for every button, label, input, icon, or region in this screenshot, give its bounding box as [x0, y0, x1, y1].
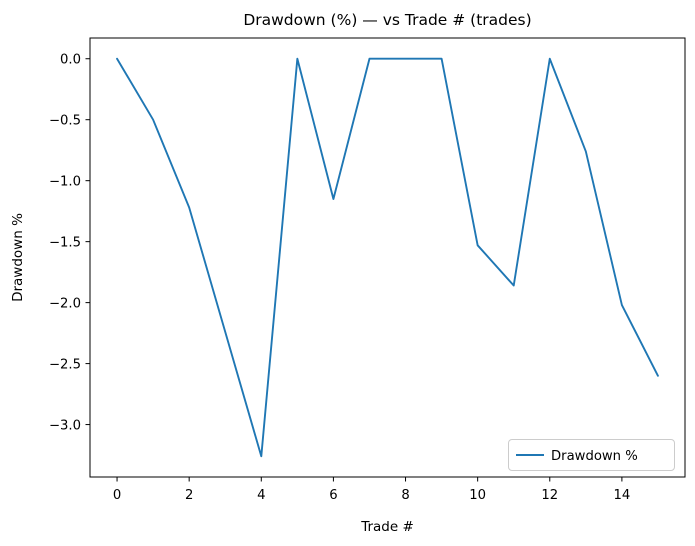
x-tick-label: 12: [541, 488, 558, 503]
legend-label: Drawdown %: [551, 449, 638, 464]
x-tick-label: 2: [185, 488, 193, 503]
x-tick-label: 4: [257, 488, 265, 503]
x-axis-label: Trade #: [360, 519, 414, 535]
legend: Drawdown %: [508, 439, 675, 471]
x-tick-label: 14: [614, 488, 631, 503]
x-tick-label: 6: [329, 488, 337, 503]
y-tick-label: 0.0: [60, 52, 81, 67]
y-axis-label: Drawdown %: [10, 213, 26, 302]
y-tick-label: −3.0: [49, 418, 81, 433]
y-tick-label: −2.0: [49, 296, 81, 311]
x-tick-label: 8: [401, 488, 409, 503]
plot-area: [89, 37, 686, 478]
y-tick-label: −0.5: [49, 113, 81, 128]
plot-layer: 0 2 4 6 8 10 12 14 0.0 −0.5 −1.0 −1.5 −2.0 −2.5 −3.0: [49, 37, 686, 503]
legend-box: [508, 439, 675, 471]
chart-title: Drawdown (%) — vs Trade # (trades): [243, 11, 531, 29]
y-tick-label: −1.5: [49, 235, 81, 250]
drawdown-line: [116, 57, 659, 458]
x-tick-label: 0: [113, 488, 121, 503]
y-tick-label: −2.5: [49, 357, 81, 372]
y-tick-label: −1.0: [49, 174, 81, 189]
x-tick-label: 10: [469, 488, 486, 503]
